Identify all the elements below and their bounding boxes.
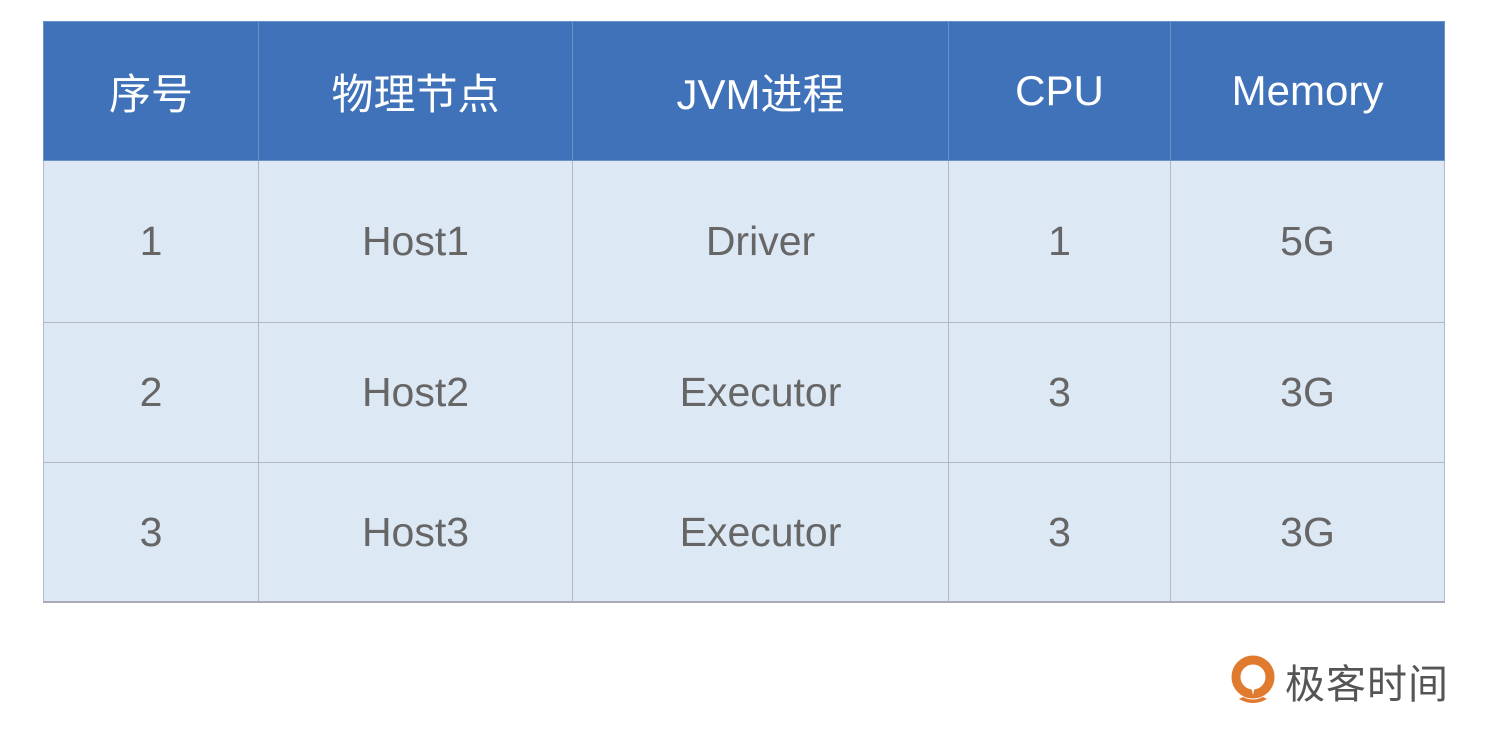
header-index: 序号 bbox=[43, 21, 259, 161]
header-row: 序号 物理节点 JVM进程 CPU Memory bbox=[43, 21, 1445, 161]
header-cpu: CPU bbox=[948, 21, 1171, 161]
geektime-logo-icon bbox=[1231, 655, 1275, 703]
cell-memory: 5G bbox=[1170, 160, 1445, 323]
cell-process: Driver bbox=[572, 160, 949, 323]
cell-node: Host1 bbox=[258, 160, 573, 323]
cell-process: Executor bbox=[572, 462, 949, 603]
table-row: 3 Host3 Executor 3 3G bbox=[43, 462, 1445, 603]
resource-table: 序号 物理节点 JVM进程 CPU Memory 1 Host1 Driver … bbox=[43, 21, 1445, 603]
cell-process: Executor bbox=[572, 322, 949, 463]
cell-node: Host2 bbox=[258, 322, 573, 463]
cell-node: Host3 bbox=[258, 462, 573, 603]
table-row: 2 Host2 Executor 3 3G bbox=[43, 322, 1445, 463]
cell-cpu: 3 bbox=[948, 462, 1171, 603]
cell-index: 2 bbox=[43, 322, 259, 463]
cell-memory: 3G bbox=[1170, 462, 1445, 603]
cell-memory: 3G bbox=[1170, 322, 1445, 463]
cell-index: 3 bbox=[43, 462, 259, 603]
table-row: 1 Host1 Driver 1 5G bbox=[43, 160, 1445, 323]
header-memory: Memory bbox=[1170, 21, 1445, 161]
cell-index: 1 bbox=[43, 160, 259, 323]
header-jvm-process: JVM进程 bbox=[572, 21, 949, 161]
geektime-logo: 极客时间 bbox=[1229, 652, 1449, 710]
cell-cpu: 1 bbox=[948, 160, 1171, 323]
cell-cpu: 3 bbox=[948, 322, 1171, 463]
header-physical-node: 物理节点 bbox=[258, 21, 573, 161]
geektime-logo-text: 极客时间 bbox=[1285, 662, 1449, 708]
